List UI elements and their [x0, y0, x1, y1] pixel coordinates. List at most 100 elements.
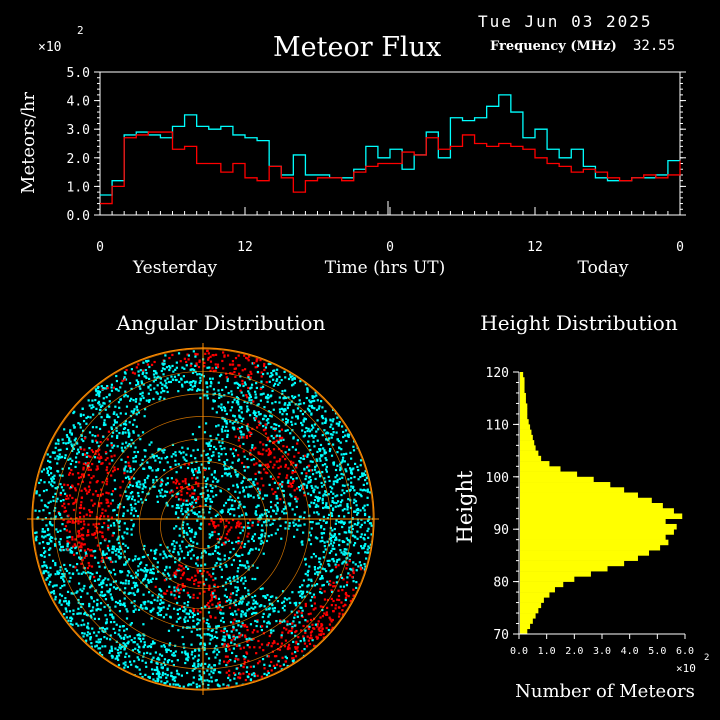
polar-point: [297, 519, 301, 522]
polar-point: [283, 370, 286, 373]
polar-point: [270, 434, 273, 438]
polar-point: [228, 648, 231, 651]
polar-point: [352, 570, 355, 573]
polar-point: [222, 612, 225, 615]
polar-point: [370, 524, 373, 527]
polar-point: [103, 566, 107, 569]
polar-point: [307, 469, 311, 472]
polar-point: [72, 553, 76, 556]
polar-point: [172, 452, 175, 456]
height-bar: [520, 372, 524, 378]
polar-point: [334, 566, 338, 569]
polar-point: [78, 506, 81, 510]
polar-point: [285, 445, 289, 448]
polar-point: [120, 637, 123, 640]
polar-point: [41, 565, 44, 568]
polar-point: [276, 487, 279, 490]
polar-point: [87, 627, 90, 630]
polar-point: [222, 660, 226, 663]
polar-point: [302, 531, 305, 534]
polar-point: [242, 450, 245, 453]
polar-point: [149, 466, 153, 469]
polar-point: [308, 399, 311, 402]
polar-point: [104, 538, 107, 541]
polar-point: [198, 381, 201, 384]
polar-point: [248, 593, 251, 596]
polar-point: [321, 506, 325, 510]
polar-point: [91, 450, 95, 454]
polar-point: [65, 602, 69, 605]
polar-point: [362, 488, 366, 491]
polar-point: [49, 591, 52, 594]
polar-point: [246, 640, 249, 643]
height-bar: [520, 592, 550, 598]
polar-point: [333, 533, 336, 536]
polar-point: [281, 480, 284, 484]
polar-point: [234, 586, 237, 589]
polar-point: [174, 676, 177, 679]
polar-point: [232, 625, 235, 628]
polar-point: [110, 442, 113, 445]
polar-point: [116, 506, 120, 509]
polar-point: [85, 416, 88, 420]
polar-point: [105, 621, 108, 624]
polar-point: [79, 535, 82, 538]
polar-point: [123, 648, 126, 651]
polar-point: [356, 507, 360, 511]
polar-point: [321, 417, 324, 420]
polar-point: [283, 609, 286, 612]
polar-point: [136, 485, 139, 488]
polar-point: [202, 466, 205, 470]
polar-point: [44, 517, 48, 520]
polar-point: [134, 608, 137, 611]
polar-point: [59, 566, 62, 569]
polar-point: [203, 431, 207, 434]
polar-point: [345, 552, 348, 555]
polar-point: [87, 561, 90, 565]
polar-point: [111, 459, 114, 462]
polar-point: [248, 452, 252, 455]
polar-point: [360, 523, 363, 526]
polar-point: [350, 477, 353, 480]
polar-point: [309, 599, 312, 602]
polar-point: [236, 570, 239, 573]
polar-point: [159, 543, 162, 547]
polar-point: [267, 447, 270, 451]
polar-point: [259, 441, 262, 444]
polar-point: [249, 665, 252, 668]
polar-point: [335, 474, 339, 477]
polar-point: [161, 383, 164, 386]
polar-point: [324, 432, 328, 435]
polar-point: [194, 352, 197, 356]
height-bar: [520, 487, 625, 493]
polar-point: [98, 457, 101, 460]
polar-point: [160, 594, 163, 597]
polar-point: [217, 433, 220, 436]
polar-point: [206, 452, 209, 456]
polar-point: [106, 413, 109, 416]
polar-point: [117, 654, 121, 657]
polar-point: [149, 652, 152, 655]
polar-point: [156, 384, 159, 387]
polar-point: [196, 564, 199, 567]
polar-point: [256, 630, 259, 633]
polar-point: [124, 643, 127, 646]
polar-point: [123, 666, 126, 669]
polar-point: [321, 615, 325, 618]
polar-point: [150, 617, 153, 620]
polar-point: [309, 480, 312, 484]
polar-point: [132, 468, 136, 471]
polar-point: [168, 659, 171, 662]
polar-point: [168, 368, 171, 372]
polar-point: [352, 449, 356, 452]
polar-point: [255, 415, 258, 418]
polar-point: [195, 513, 199, 516]
hist-x-tick-label: 5.0: [648, 646, 666, 657]
polar-point: [73, 439, 76, 442]
polar-point: [301, 609, 304, 612]
polar-point: [134, 647, 137, 650]
polar-point: [246, 535, 249, 538]
height-bar: [520, 544, 661, 551]
polar-point: [243, 400, 246, 404]
polar-point: [212, 567, 215, 571]
